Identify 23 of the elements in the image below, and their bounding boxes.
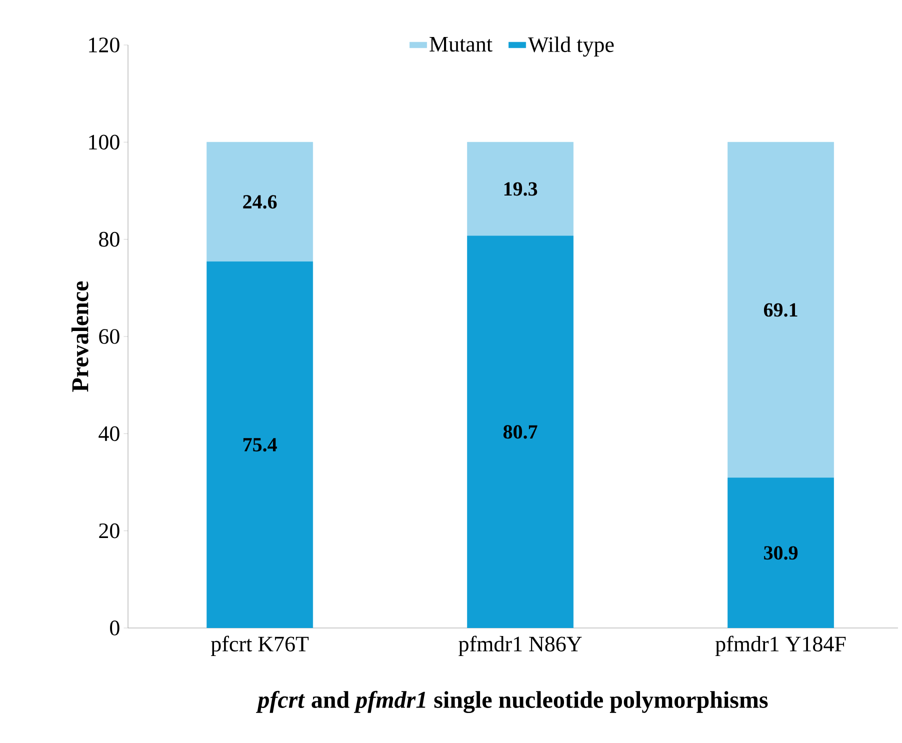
y-tick-label: 80 xyxy=(99,232,120,247)
y-tick-label: 100 xyxy=(89,134,120,150)
y-tick-label: 40 xyxy=(98,426,120,442)
data-label: 30.9 xyxy=(764,546,798,560)
bar xyxy=(206,142,314,262)
data-label: 24.6 xyxy=(243,195,277,209)
data-label: 75.4 xyxy=(243,438,277,452)
x-tick-label: pfcrt K76T xyxy=(210,636,309,656)
y-tick-label: 20 xyxy=(99,523,120,538)
x-tick-label: pfmdr1 N86Y xyxy=(458,636,582,656)
legend-label: Mutant xyxy=(430,37,492,52)
y-tick-label: 60 xyxy=(99,329,120,344)
data-label: 80.7 xyxy=(503,425,538,439)
y-axis-title: Prevalence xyxy=(71,281,88,392)
y-tick-label: 0 xyxy=(110,620,120,636)
data-label: 19.3 xyxy=(504,182,538,196)
legend-label: Wild type xyxy=(528,36,614,57)
bar xyxy=(467,142,574,236)
x-tick-label: pfmdr1 Y184F xyxy=(715,636,846,656)
data-label: 69.1 xyxy=(764,303,798,317)
x-axis-title: pfcrt and pfmdr1 single nucleotide polymorphisms xyxy=(256,690,768,714)
y-tick-label: 120 xyxy=(89,38,120,52)
bar xyxy=(728,142,834,478)
